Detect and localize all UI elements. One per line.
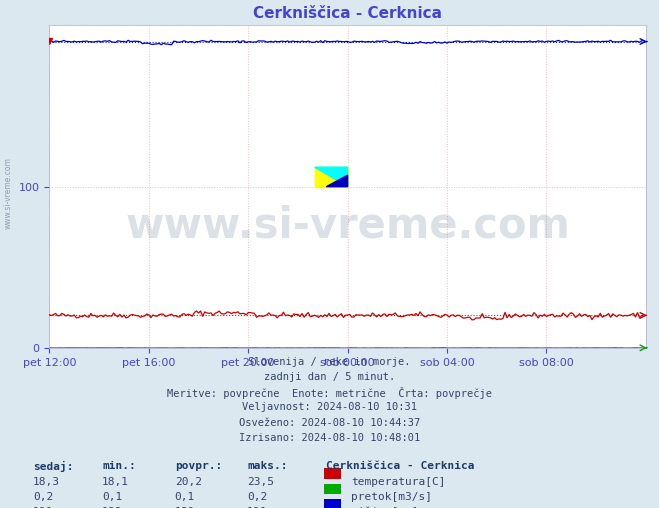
Text: 190: 190 — [33, 507, 53, 508]
Text: 188: 188 — [102, 507, 123, 508]
Text: Veljavnost: 2024-08-10 10:31: Veljavnost: 2024-08-10 10:31 — [242, 402, 417, 412]
FancyBboxPatch shape — [315, 167, 348, 187]
Text: maks.:: maks.: — [247, 461, 287, 471]
Text: 18,1: 18,1 — [102, 477, 129, 487]
Text: Izrisano: 2024-08-10 10:48:01: Izrisano: 2024-08-10 10:48:01 — [239, 433, 420, 443]
Polygon shape — [326, 175, 348, 187]
Text: zadnji dan / 5 minut.: zadnji dan / 5 minut. — [264, 372, 395, 382]
Text: 0,1: 0,1 — [102, 492, 123, 502]
Text: višina[cm]: višina[cm] — [351, 507, 418, 508]
Text: povpr.:: povpr.: — [175, 461, 222, 471]
Text: www.si-vreme.com: www.si-vreme.com — [3, 157, 13, 229]
Text: 189: 189 — [175, 507, 195, 508]
Text: Cerkniščica - Cerknica: Cerkniščica - Cerknica — [326, 461, 474, 471]
Text: temperatura[C]: temperatura[C] — [351, 477, 445, 487]
Text: 0,2: 0,2 — [247, 492, 268, 502]
Text: sedaj:: sedaj: — [33, 461, 73, 472]
Text: pretok[m3/s]: pretok[m3/s] — [351, 492, 432, 502]
Text: 0,2: 0,2 — [33, 492, 53, 502]
Text: min.:: min.: — [102, 461, 136, 471]
Text: Slovenija / reke in morje.: Slovenija / reke in morje. — [248, 357, 411, 367]
Text: 23,5: 23,5 — [247, 477, 274, 487]
Text: www.si-vreme.com: www.si-vreme.com — [125, 204, 570, 246]
Text: Meritve: povprečne  Enote: metrične  Črta: povprečje: Meritve: povprečne Enote: metrične Črta:… — [167, 387, 492, 399]
Text: 18,3: 18,3 — [33, 477, 60, 487]
Text: 0,1: 0,1 — [175, 492, 195, 502]
Text: 190: 190 — [247, 507, 268, 508]
Text: Osveženo: 2024-08-10 10:44:37: Osveženo: 2024-08-10 10:44:37 — [239, 418, 420, 428]
Polygon shape — [315, 167, 348, 187]
Text: 20,2: 20,2 — [175, 477, 202, 487]
Title: Cerkniščica - Cerknica: Cerkniščica - Cerknica — [253, 7, 442, 21]
